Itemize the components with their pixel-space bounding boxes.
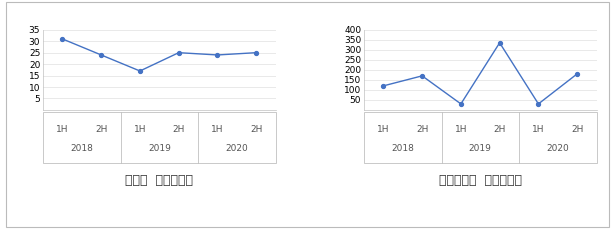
Text: 1H: 1H [454,125,467,134]
Text: 2020: 2020 [226,144,248,153]
Text: 2018: 2018 [70,144,93,153]
Text: 2019: 2019 [469,144,492,153]
Text: 2H: 2H [173,125,185,134]
Text: 《도시철도  운영기관》: 《도시철도 운영기관》 [438,174,522,187]
Text: 《국가  철도기관》: 《국가 철도기관》 [125,174,193,187]
Text: 2H: 2H [493,125,506,134]
Text: 1H: 1H [211,125,224,134]
Text: 2019: 2019 [148,144,171,153]
Text: 2H: 2H [95,125,108,134]
Text: 2018: 2018 [391,144,414,153]
Text: 2H: 2H [250,125,263,134]
Text: 1H: 1H [377,125,390,134]
Text: 2020: 2020 [546,144,569,153]
Text: 2H: 2H [416,125,428,134]
Text: 1H: 1H [133,125,146,134]
Text: 2H: 2H [571,125,584,134]
Text: 1H: 1H [56,125,69,134]
Text: 1H: 1H [532,125,545,134]
